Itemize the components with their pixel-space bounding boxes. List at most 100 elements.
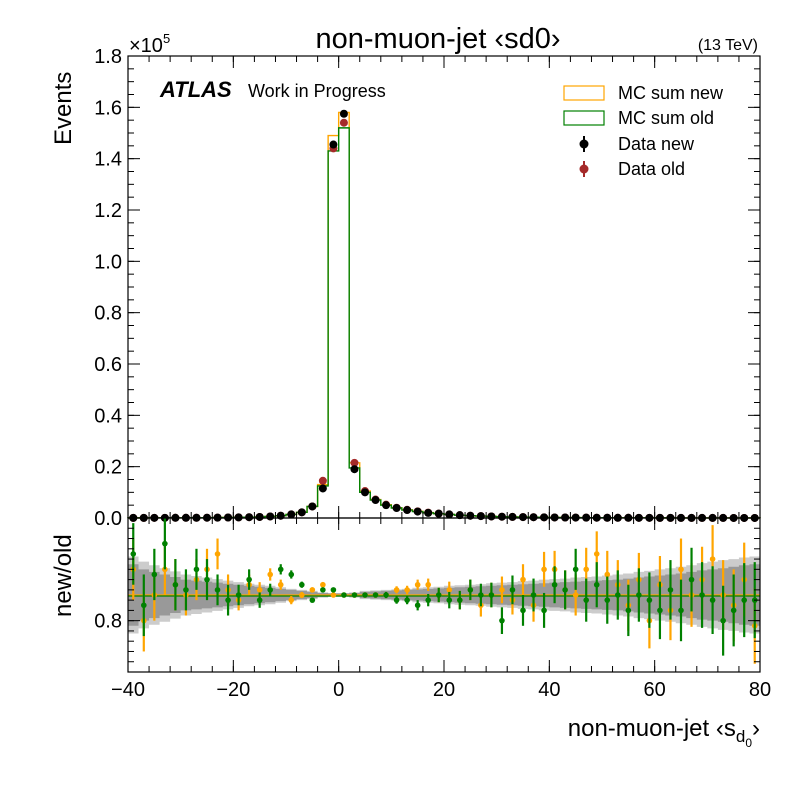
ratio-point-mc-sum-new [299, 592, 305, 598]
data-point-data-new [529, 513, 538, 522]
legend-label-mc-old: MC sum old [618, 108, 714, 128]
ratio-point-mc-sum-new [267, 571, 274, 578]
ratio-point-mc-sum-old [277, 566, 284, 573]
legend-swatch-mc-old [563, 110, 605, 126]
y-tick-label: 0.2 [94, 457, 122, 479]
y-tick-label: 1.0 [94, 251, 122, 273]
data-point-data-new [497, 512, 506, 521]
ratio-point-mc-sum-old [246, 576, 252, 583]
data-point-data-new [255, 512, 264, 521]
ratio-frame [127, 517, 761, 673]
ratio-point-mc-sum-old [541, 607, 547, 614]
data-point-data-old [339, 118, 348, 127]
ratio-point-mc-sum-old [404, 597, 410, 603]
ratio-point-mc-sum-new [414, 581, 421, 588]
data-point-data-new [234, 513, 243, 522]
y-multiplier-exponent: 5 [163, 31, 170, 46]
ratio-point-mc-sum-old [309, 597, 316, 603]
x-tick-label: 20 [433, 679, 455, 701]
ratio-point-mc-sum-old [467, 587, 474, 593]
ratio-point-mc-sum-old [615, 592, 621, 598]
data-point-data-new [519, 513, 527, 522]
x-axis-label-subsub: 0 [745, 736, 752, 750]
data-point-data-new [287, 510, 296, 519]
y-tick-label: 0.0 [94, 508, 122, 530]
ratio-point-mc-sum-old [636, 592, 642, 598]
ratio-point-mc-sum-old [551, 581, 558, 588]
ratio-point-mc-sum-old [667, 587, 674, 593]
data-point-data-new [361, 488, 369, 497]
ratio-point-mc-sum-old [678, 607, 684, 614]
ratio-point-mc-sum-old [204, 576, 210, 583]
data-point-data-new [403, 506, 412, 515]
ratio-point-mc-sum-old [141, 602, 147, 609]
legend: MC sum new MC sum old Data new Data old [563, 83, 724, 179]
y-tick-label: 1.2 [94, 200, 122, 222]
ratio-point-mc-sum-old [151, 571, 158, 578]
ratio-point-mc-sum-old [657, 607, 663, 614]
y-tick-label: 0.8 [94, 303, 122, 325]
ratio-panel: 0.8 −40 −20 0 20 40 60 80 [94, 517, 771, 701]
data-point-data-new [487, 512, 496, 521]
ratio-point-mc-sum-new [330, 592, 337, 598]
legend-label-data-new: Data new [618, 134, 695, 154]
y-tick-label: 0.4 [94, 405, 122, 427]
y-tick-label: 1.4 [94, 149, 122, 171]
y-tick-label: 1.6 [94, 97, 122, 119]
ratio-point-mc-sum-new [256, 587, 263, 593]
ratio-point-mc-sum-old [383, 592, 389, 598]
x-tick-label: 0 [333, 679, 344, 701]
ratio-y-axis-label: new/old [50, 534, 77, 617]
ratio-point-mc-sum-old [720, 617, 726, 624]
ratio-point-mc-sum-new [277, 581, 284, 588]
main-panel: 0.0 0.2 0.4 0.6 0.8 1.0 1.2 1.4 1.6 1.8 [94, 46, 761, 530]
ratio-point-mc-sum-old [562, 587, 568, 593]
ratio-point-mc-sum-new [309, 587, 316, 593]
x-tick-label: 60 [644, 679, 666, 701]
ratio-point-mc-sum-old [299, 581, 305, 588]
ratio-point-mc-sum-old [446, 597, 453, 603]
ratio-points [130, 518, 758, 664]
data-point-data-new [382, 501, 391, 510]
x-tick-label: −40 [111, 679, 145, 701]
y-tick-label: 0.6 [94, 354, 122, 376]
data-point-data-new [508, 512, 517, 521]
ratio-point-mc-sum-old [646, 597, 653, 603]
ratio-point-mc-sum-new [541, 566, 547, 573]
x-tick-label: −20 [216, 679, 250, 701]
data-point-data-new [371, 496, 380, 505]
ratio-point-mc-sum-old [499, 617, 505, 624]
atlas-sublabel: Work in Progress [248, 81, 386, 101]
ratio-point-mc-sum-new [520, 576, 526, 583]
ratio-point-mc-sum-new [404, 587, 410, 593]
data-point-data-new [297, 508, 306, 517]
ratio-point-mc-sum-old [172, 581, 179, 588]
ratio-point-mc-sum-new [446, 587, 453, 593]
data-point-data-new [245, 513, 254, 522]
ratio-point-mc-sum-old [425, 597, 432, 603]
ratio-point-mc-sum-old [688, 576, 695, 583]
ratio-point-mc-sum-new [709, 556, 716, 562]
data-point-data-new [445, 510, 454, 519]
x-axis-label-sub: d [736, 727, 745, 746]
ratio-point-mc-sum-new [604, 571, 611, 578]
ratio-point-mc-sum-new [288, 597, 295, 603]
ratio-point-mc-sum-old [162, 540, 168, 547]
ratio-point-mc-sum-old [193, 566, 200, 573]
ratio-point-mc-sum-old [435, 592, 442, 598]
ratio-point-mc-sum-old [741, 597, 747, 603]
ratio-point-mc-sum-old [572, 566, 579, 573]
ratio-point-mc-sum-new [320, 581, 326, 588]
data-point-data-new [476, 512, 485, 521]
energy-label: (13 TeV) [698, 37, 758, 54]
ratio-point-mc-sum-old [509, 587, 516, 593]
y-multiplier-prefix: ×10 [129, 35, 163, 57]
legend-marker-data-new [579, 139, 589, 149]
y-axis-label: Events [50, 72, 77, 145]
data-point-data-new [350, 465, 359, 474]
ratio-point-mc-sum-old [372, 592, 379, 598]
chart-title: non-muon-jet ‹sd0› [316, 23, 561, 55]
ratio-axes: 0.8 −40 −20 0 20 40 60 80 [94, 518, 771, 701]
ratio-point-mc-sum-old [478, 592, 484, 598]
